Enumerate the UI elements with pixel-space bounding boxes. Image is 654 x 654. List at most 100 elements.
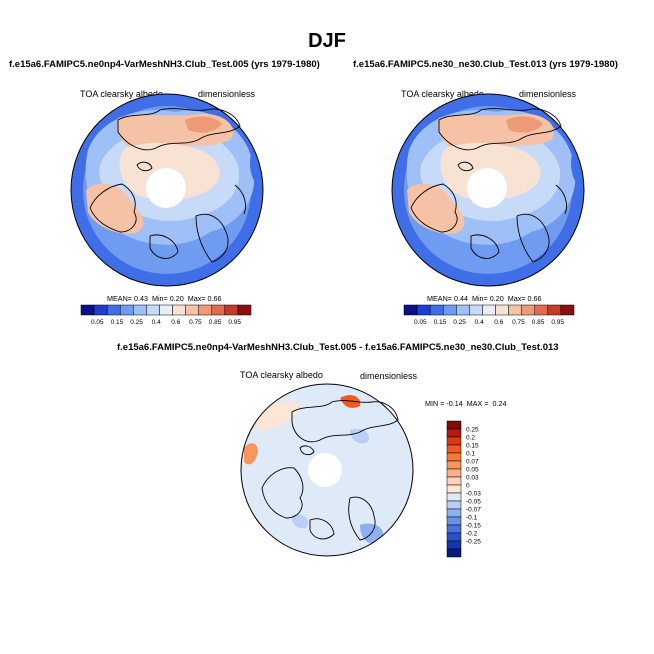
panel-3-colorbar-bin bbox=[446, 420, 462, 430]
panel-1-variable-label: TOA clearsky albedo bbox=[80, 89, 163, 99]
panel-3-negative-area-west bbox=[291, 514, 309, 529]
panel-3-colorbar-bin bbox=[446, 468, 462, 478]
panel-3-colorbar-tick-label: -0.25 bbox=[466, 539, 481, 546]
panel-1-colorbar-bin bbox=[237, 304, 252, 316]
panel-3-colorbar-tick-label: -0.2 bbox=[466, 531, 478, 538]
panel-2-min-value: 0.20 bbox=[489, 294, 504, 303]
panel-3-colorbar-tick-label: 0.07 bbox=[466, 459, 479, 466]
panel-3-colorbar: 0.250.20.150.10.070.050.030-0.03-0.05-0.… bbox=[446, 420, 481, 558]
panel-2-variable-label: TOA clearsky albedo bbox=[401, 89, 484, 99]
panel-1-colorbar-bin bbox=[146, 304, 160, 316]
panel-2-mean-label: MEAN= bbox=[427, 294, 452, 303]
panel-2-title: f.e15a6.FAMIPC5.ne30_ne30.Club_Test.013 … bbox=[353, 59, 618, 70]
panel-3-map bbox=[240, 383, 414, 557]
panel-3-colorbar-tick-label: 0.05 bbox=[466, 467, 479, 474]
panel-3-polar-blank bbox=[308, 453, 342, 487]
panel-3-colorbar-bin bbox=[446, 428, 462, 438]
panel-2-colorbar-bin bbox=[521, 304, 536, 316]
panel-2-field bbox=[392, 94, 584, 286]
panel-3-colorbar-bin bbox=[446, 436, 462, 446]
panel-3-colorbar-bin bbox=[446, 532, 462, 542]
panel-1-polar-blank bbox=[146, 168, 186, 208]
panel-3-colorbar-bin bbox=[446, 548, 462, 558]
panel-2-colorbar-tick-label: 0.6 bbox=[494, 319, 503, 326]
panel-2-colorbar-bin bbox=[469, 304, 483, 316]
panel-2-min-label: Min= bbox=[471, 294, 488, 303]
panel-1-colorbar-tick-label: 0.85 bbox=[209, 319, 222, 326]
panel-1-colorbar-bin bbox=[224, 304, 239, 316]
panel-1-colorbar-tick-label: 0.75 bbox=[189, 319, 202, 326]
panel-1-map bbox=[70, 93, 264, 287]
season-title: DJF bbox=[308, 30, 346, 52]
panel-1-max-label: Max= bbox=[187, 294, 206, 303]
panel-3-title: f.e15a6.FAMIPC5.ne0np4-VarMeshNH3.Club_T… bbox=[117, 342, 559, 353]
panel-2-colorbar-tick-label: 0.75 bbox=[512, 319, 525, 326]
panel-3-negative-area-south bbox=[360, 523, 384, 545]
panel-2-colorbar-tick-label: 0.15 bbox=[434, 319, 447, 326]
panel-3-colorbar-tick-label: -0.1 bbox=[466, 515, 478, 522]
panel-3-coastlines bbox=[261, 400, 399, 541]
panel-3-colorbar-bin bbox=[446, 508, 462, 518]
panel-2-mean-value: 0.44 bbox=[453, 294, 468, 303]
panel-3-colorbar-bin bbox=[446, 484, 462, 494]
panel-3-colorbar-bin bbox=[446, 460, 462, 470]
panel-2-units-label: dimensionless bbox=[519, 89, 577, 99]
panel-1-colorbar-bin bbox=[185, 304, 199, 316]
panel-2-siberia-peak bbox=[506, 116, 543, 133]
panel-1-mean-label: MEAN= bbox=[107, 294, 132, 303]
panel-1-colorbar-bin bbox=[159, 304, 173, 316]
panel-1-field bbox=[71, 94, 263, 286]
panel-2-map-border bbox=[391, 93, 585, 287]
panel-2-colorbar-bin bbox=[456, 304, 470, 316]
panel-1-colorbar-tick-label: 0.15 bbox=[111, 319, 124, 326]
panel-2-stats: MEAN= 0.44 Min= 0.20 Max= 0.66 bbox=[427, 294, 542, 303]
panel-3-colorbar-bin bbox=[446, 492, 462, 502]
panel-2-colorbar: 0.05 0.15 0.25 0.4 0.6 0.75 0.85 0.95 bbox=[403, 304, 575, 326]
panel-2-max-value: 0.66 bbox=[527, 294, 542, 303]
panel-1-colorbar-bin bbox=[198, 304, 213, 316]
panel-1-colorbar-tick-label: 0.95 bbox=[228, 319, 241, 326]
panel-3-map-border bbox=[240, 383, 414, 557]
panel-3-field bbox=[241, 384, 413, 556]
panel-1-colorbar-bin bbox=[119, 304, 134, 316]
panel-2-colorbar-bin bbox=[403, 304, 418, 316]
panel-3-colorbar-tick-label: -0.03 bbox=[466, 491, 481, 498]
panel-2-colorbar-tick-label: 0.05 bbox=[414, 319, 427, 326]
panel-1-coastlines bbox=[89, 108, 246, 263]
panel-3-negative-area bbox=[350, 428, 369, 444]
panel-3-colorbar-bin bbox=[446, 524, 462, 534]
panel-3-min-value: -0.14 bbox=[446, 399, 463, 408]
panel-1-title: f.e15a6.FAMIPC5.ne0np4-VarMeshNH3.Club_T… bbox=[9, 59, 320, 70]
panel-1-min-label: Min= bbox=[151, 294, 168, 303]
panel-3-colorbar-tick-label: 0.1 bbox=[466, 451, 475, 458]
panel-2-max-label: Max= bbox=[507, 294, 526, 303]
panel-3-max-value: 0.24 bbox=[492, 399, 507, 408]
panel-1-colorbar-bin bbox=[93, 304, 108, 316]
panel-3-colorbar-bin bbox=[446, 500, 462, 510]
panel-2-colorbar-tick-label: 0.85 bbox=[532, 319, 545, 326]
panel-3-positive-peak-west bbox=[244, 443, 258, 465]
panel-1-stats: MEAN= 0.43 Min= 0.20 Max= 0.66 bbox=[107, 294, 222, 303]
panel-1-siberia-peak bbox=[185, 116, 222, 133]
panel-1-colorbar: 0.05 0.15 0.25 0.4 0.6 0.75 0.85 0.95 bbox=[80, 304, 252, 326]
panel-3-colorbar-bin bbox=[446, 444, 462, 454]
panel-3-colorbar-bin bbox=[446, 516, 462, 526]
panel-1-map-border bbox=[70, 93, 264, 287]
panel-1-colorbar-tick-label: 0.25 bbox=[130, 319, 143, 326]
panel-2-pacific-patch bbox=[571, 152, 583, 186]
panel-1-colorbar-bin bbox=[106, 304, 121, 316]
panel-3-colorbar-tick-label: 0 bbox=[466, 483, 470, 490]
panel-3-positive-peak-north bbox=[340, 395, 361, 408]
panel-2-colorbar-bin bbox=[534, 304, 549, 316]
panel-1-pacific-patch bbox=[250, 152, 262, 186]
panel-3-min-label: MIN = bbox=[425, 399, 445, 408]
panel-2-colorbar-bin bbox=[442, 304, 457, 316]
panel-3-variable-label: TOA clearsky albedo bbox=[240, 370, 323, 380]
panel-2-colorbar-bin bbox=[508, 304, 522, 316]
panel-3-colorbar-tick-label: 0.2 bbox=[466, 435, 475, 442]
panel-3-colorbar-tick-label: 0.03 bbox=[466, 475, 479, 482]
panel-3-colorbar-tick-label: -0.07 bbox=[466, 507, 481, 514]
panel-2-polar-blank bbox=[467, 168, 507, 208]
panel-1-colorbar-tick-label: 0.4 bbox=[152, 319, 161, 326]
